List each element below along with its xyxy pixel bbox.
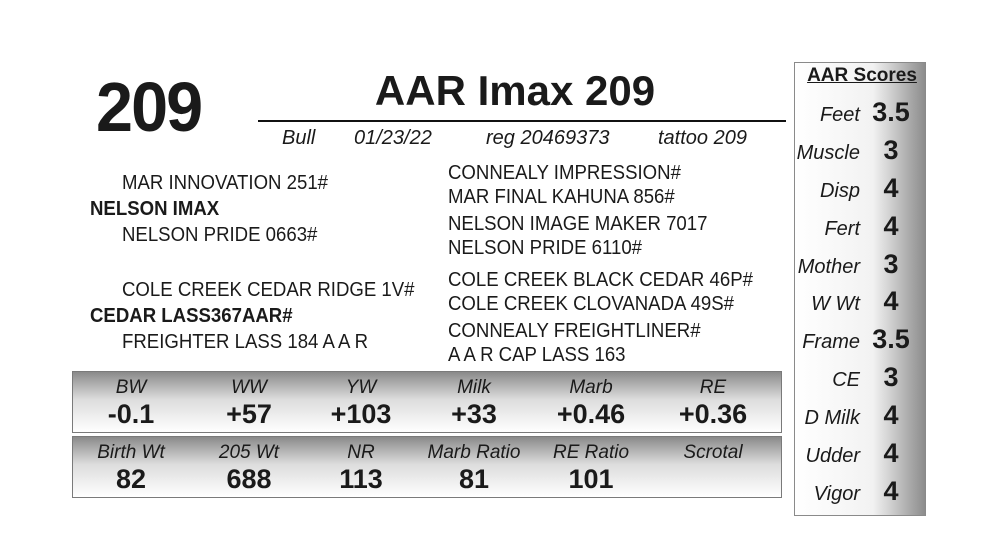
sire-dam-dam: NELSON PRIDE 6110# (448, 237, 643, 259)
epd-marb: Marb +0.46 (541, 378, 641, 428)
score-value-ce: 3 (883, 362, 899, 392)
epd-label: RE (699, 377, 727, 398)
perf-value: 81 (458, 464, 490, 494)
epd-label: Milk (457, 377, 491, 398)
epd-label: WW (231, 377, 267, 398)
epd-value: +57 (226, 399, 272, 429)
perf-label: NR (347, 442, 375, 463)
epd-value: +0.36 (678, 399, 748, 429)
score-label-vigor: Vigor (813, 483, 860, 505)
score-label-mother: Mother (797, 256, 860, 278)
perf-marb-ratio: Marb Ratio 81 (417, 443, 531, 493)
score-value-feet: 3.5 (872, 97, 910, 127)
registration-text: reg 20469373 (486, 127, 610, 149)
aar-scores-panel (794, 62, 926, 516)
perf-birth-wt: Birth Wt 82 (81, 443, 181, 493)
score-value-frame: 3.5 (872, 324, 910, 354)
score-label-fert: Fert (824, 218, 860, 240)
dam-dam-dam: A A R CAP LASS 163 (448, 344, 626, 366)
score-value-muscle: 3 (883, 135, 899, 165)
perf-label: Scrotal (683, 442, 743, 463)
score-value-udder: 4 (883, 438, 899, 468)
score-label-d-milk: D Milk (804, 407, 860, 429)
epd-value: +103 (330, 399, 392, 429)
perf-value: 101 (568, 464, 614, 494)
epd-bw: BW -0.1 (81, 378, 181, 428)
dam-sire-dam: COLE CREEK CLOVANADA 49S# (448, 293, 735, 315)
score-value-w-wt: 4 (883, 286, 899, 316)
perf-label: RE Ratio (552, 442, 630, 463)
animal-name: AAR Imax 209 (374, 67, 656, 114)
epd-panel: BW -0.1 WW +57 YW +103 Milk +33 Marb +0.… (72, 371, 782, 433)
epd-yw: YW +103 (311, 378, 411, 428)
perf-205-wt: 205 Wt 688 (199, 443, 299, 493)
score-value-mother: 3 (883, 249, 899, 279)
perf-label: 205 Wt (218, 442, 280, 463)
dam-sire-sire: COLE CREEK BLACK CEDAR 46P# (448, 269, 753, 291)
score-value-fert: 4 (883, 211, 899, 241)
dam: CEDAR LASS367AAR# (90, 305, 293, 327)
perf-label: Marb Ratio (427, 442, 521, 463)
score-label-ce: CE (832, 369, 860, 391)
dam-dam-sire: CONNEALY FREIGHTLINER# (448, 320, 701, 342)
aar-scores-title: AAR Scores (807, 65, 917, 86)
sex-text: Bull (282, 127, 316, 149)
score-label-frame: Frame (802, 331, 860, 353)
perf-value: 113 (339, 464, 383, 494)
score-value-d-milk: 4 (883, 400, 899, 430)
perf-re-ratio: RE Ratio 101 (541, 443, 641, 493)
perf-label: Birth Wt (97, 442, 165, 463)
epd-milk: Milk +33 (424, 378, 524, 428)
score-label-w-wt: W Wt (811, 293, 860, 315)
sire-sire-sire: CONNEALY IMPRESSION# (448, 162, 681, 184)
perf-value: 688 (226, 464, 272, 494)
epd-re: RE +0.36 (663, 378, 763, 428)
sire-sire: MAR INNOVATION 251# (122, 172, 329, 194)
epd-ww: WW +57 (199, 378, 299, 428)
title-divider (258, 120, 786, 122)
tattoo-text: tattoo 209 (658, 127, 747, 149)
epd-value: -0.1 (107, 399, 155, 429)
perf-nr: NR 113 (311, 443, 411, 493)
dam-dam: FREIGHTER LASS 184 A A R (122, 331, 369, 353)
score-value-disp: 4 (883, 173, 899, 203)
sire-dam-sire: NELSON IMAGE MAKER 7017 (448, 213, 708, 235)
epd-value: +33 (451, 399, 497, 429)
sire: NELSON IMAX (90, 198, 220, 220)
score-label-muscle: Muscle (796, 142, 860, 164)
epd-value: +0.46 (556, 399, 626, 429)
sire-dam: NELSON PRIDE 0663# (122, 224, 318, 246)
lot-number: 209 (96, 68, 203, 146)
epd-label: YW (345, 377, 377, 398)
performance-panel: Birth Wt 82 205 Wt 688 NR 113 Marb Ratio… (72, 436, 782, 498)
score-value-vigor: 4 (883, 476, 899, 506)
score-label-feet: Feet (819, 104, 860, 126)
score-label-disp: Disp (819, 180, 860, 202)
dam-sire: COLE CREEK CEDAR RIDGE 1V# (122, 279, 415, 301)
perf-value: 82 (115, 464, 147, 494)
perf-scrotal: Scrotal (663, 443, 763, 466)
birth-date-text: 01/23/22 (354, 127, 432, 149)
score-label-udder: Udder (805, 445, 860, 467)
sire-sire-dam: MAR FINAL KAHUNA 856# (448, 186, 675, 208)
epd-label: Marb (569, 377, 613, 398)
epd-label: BW (115, 377, 147, 398)
